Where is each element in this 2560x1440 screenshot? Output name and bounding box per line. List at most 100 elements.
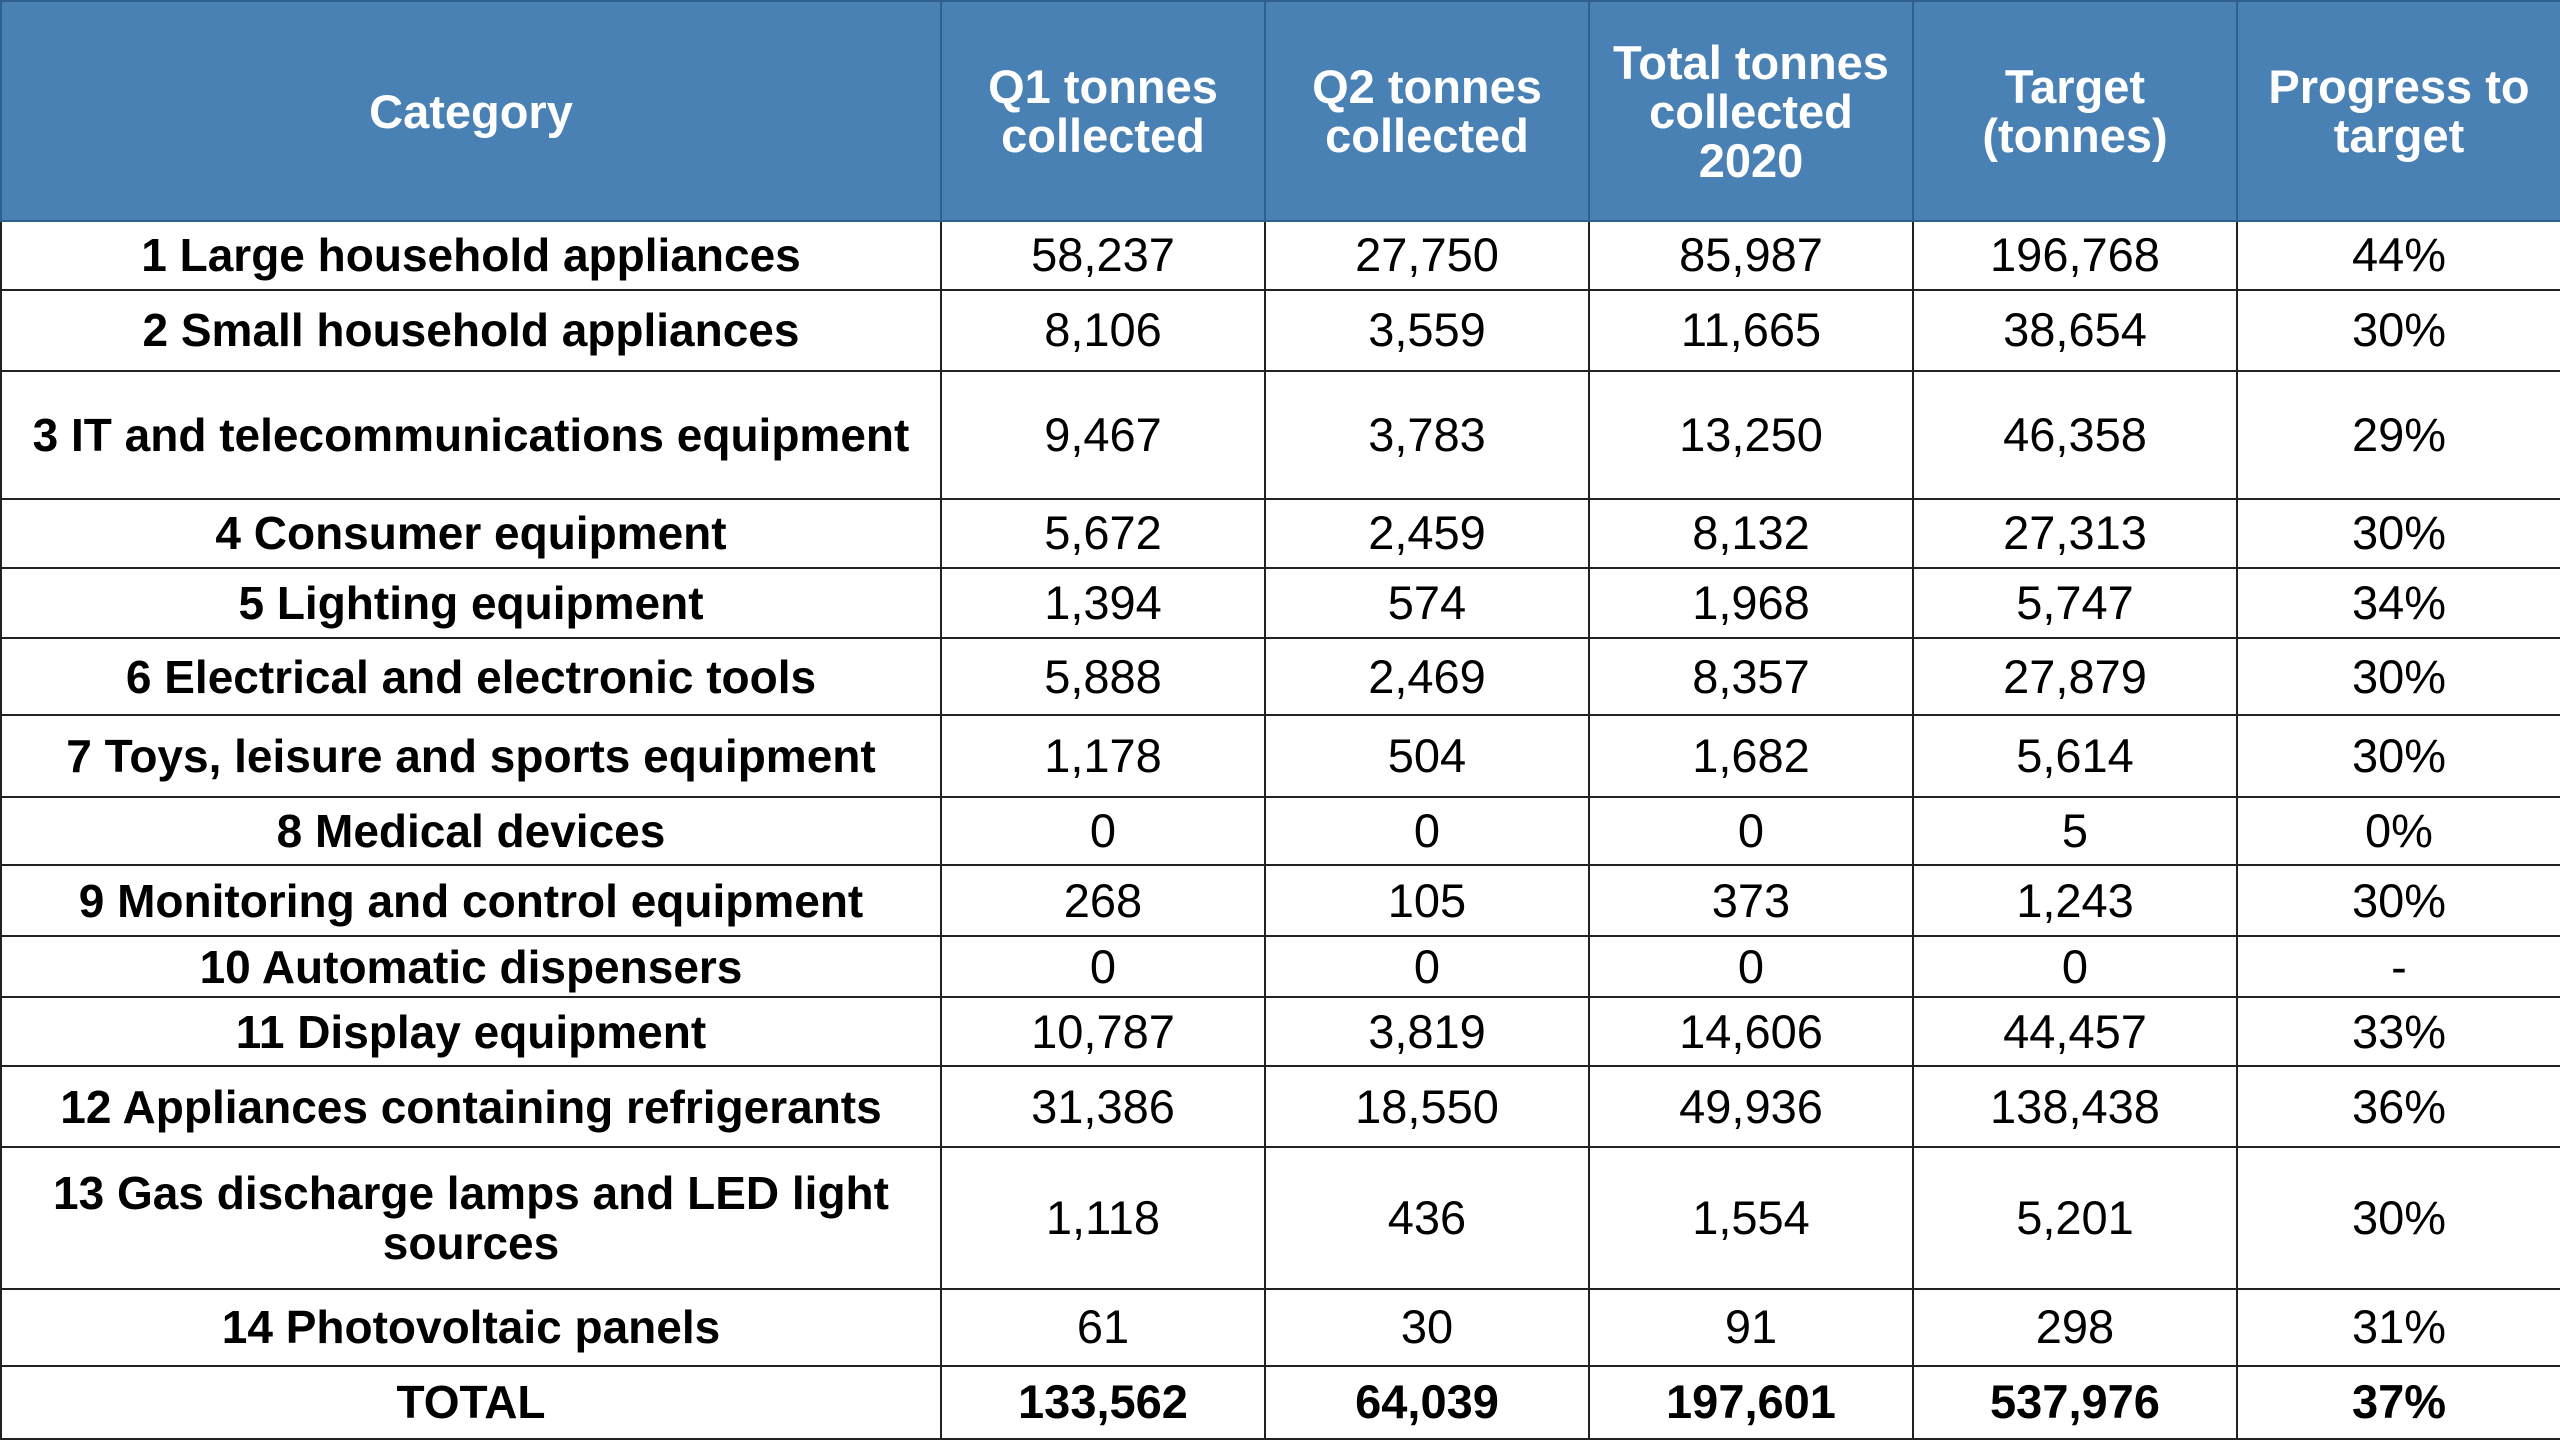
- category-cell: 2 Small household appliances: [0, 288, 942, 372]
- target-cell: 0: [1912, 935, 2238, 999]
- category-cell: 3 IT and telecommunications equipment: [0, 369, 942, 500]
- category-cell: 8 Medical devices: [0, 795, 942, 867]
- total-cell: 13,250: [1588, 369, 1914, 500]
- q2-cell: 30: [1264, 1287, 1590, 1367]
- q1-cell: 8,106: [940, 288, 1266, 372]
- target-cell: 5: [1912, 795, 2238, 867]
- target-cell: 5,747: [1912, 566, 2238, 640]
- table-row: 14 Photovoltaic panels 61 30 91 298 31%: [0, 1287, 2560, 1367]
- table-row: 4 Consumer equipment 5,672 2,459 8,132 2…: [0, 497, 2560, 569]
- total-cell: 373: [1588, 864, 1914, 938]
- table-row: 5 Lighting equipment 1,394 574 1,968 5,7…: [0, 566, 2560, 640]
- progress-cell: 30%: [2236, 1146, 2560, 1290]
- total-cell: 8,357: [1588, 637, 1914, 717]
- total-q2-cell: 64,039: [1264, 1364, 1590, 1440]
- target-cell: 138,438: [1912, 1064, 2238, 1149]
- total-cell: 11,665: [1588, 288, 1914, 372]
- q2-cell: 3,559: [1264, 288, 1590, 372]
- target-cell: 298: [1912, 1287, 2238, 1367]
- q1-cell: 1,118: [940, 1146, 1266, 1290]
- category-cell: 12 Appliances containing refrigerants: [0, 1064, 942, 1149]
- q1-cell: 0: [940, 795, 1266, 867]
- q2-cell: 18,550: [1264, 1064, 1590, 1149]
- total-cell: 1,554: [1588, 1146, 1914, 1290]
- table-row: 2 Small household appliances 8,106 3,559…: [0, 288, 2560, 372]
- total-cell: 1,682: [1588, 714, 1914, 798]
- progress-cell: 33%: [2236, 996, 2560, 1067]
- q2-cell: 27,750: [1264, 220, 1590, 291]
- target-cell: 44,457: [1912, 996, 2238, 1067]
- target-cell: 46,358: [1912, 369, 2238, 500]
- q2-cell: 436: [1264, 1146, 1590, 1290]
- q2-cell: 574: [1264, 566, 1590, 640]
- category-cell: 5 Lighting equipment: [0, 566, 942, 640]
- q1-cell: 5,672: [940, 497, 1266, 569]
- q2-cell: 3,819: [1264, 996, 1590, 1067]
- q2-cell: 2,459: [1264, 497, 1590, 569]
- total-cell: 8,132: [1588, 497, 1914, 569]
- column-header-q1: Q1 tonnes collected: [940, 0, 1266, 222]
- total-q1-cell: 133,562: [940, 1364, 1266, 1440]
- q1-cell: 9,467: [940, 369, 1266, 500]
- progress-cell: 30%: [2236, 288, 2560, 372]
- progress-cell: 29%: [2236, 369, 2560, 500]
- total-cell: 49,936: [1588, 1064, 1914, 1149]
- total-cell: 85,987: [1588, 220, 1914, 291]
- q1-cell: 1,394: [940, 566, 1266, 640]
- total-label-cell: TOTAL: [0, 1364, 942, 1440]
- q2-cell: 105: [1264, 864, 1590, 938]
- target-cell: 1,243: [1912, 864, 2238, 938]
- category-cell: 6 Electrical and electronic tools: [0, 637, 942, 717]
- q1-cell: 1,178: [940, 714, 1266, 798]
- table-row: 13 Gas discharge lamps and LED light sou…: [0, 1146, 2560, 1290]
- table-row: 7 Toys, leisure and sports equipment 1,1…: [0, 714, 2560, 798]
- category-cell: 4 Consumer equipment: [0, 497, 942, 569]
- q2-cell: 0: [1264, 935, 1590, 999]
- progress-cell: 30%: [2236, 637, 2560, 717]
- progress-cell: 36%: [2236, 1064, 2560, 1149]
- target-cell: 196,768: [1912, 220, 2238, 291]
- progress-cell: 44%: [2236, 220, 2560, 291]
- column-header-category: Category: [0, 0, 942, 222]
- column-header-total: Total tonnes collected 2020: [1588, 0, 1914, 222]
- q2-cell: 504: [1264, 714, 1590, 798]
- table-row: 3 IT and telecommunications equipment 9,…: [0, 369, 2560, 500]
- progress-cell: 0%: [2236, 795, 2560, 867]
- progress-cell: 30%: [2236, 714, 2560, 798]
- category-cell: 1 Large household appliances: [0, 220, 942, 291]
- progress-cell: 30%: [2236, 864, 2560, 938]
- table-row: 9 Monitoring and control equipment 268 1…: [0, 864, 2560, 938]
- table-row: 11 Display equipment 10,787 3,819 14,606…: [0, 996, 2560, 1067]
- total-total-cell: 197,601: [1588, 1364, 1914, 1440]
- q1-cell: 61: [940, 1287, 1266, 1367]
- target-cell: 27,313: [1912, 497, 2238, 569]
- category-cell: 9 Monitoring and control equipment: [0, 864, 942, 938]
- table-row: 10 Automatic dispensers 0 0 0 0 -: [0, 935, 2560, 999]
- total-row: TOTAL 133,562 64,039 197,601 537,976 37%: [0, 1364, 2560, 1440]
- total-cell: 91: [1588, 1287, 1914, 1367]
- target-cell: 27,879: [1912, 637, 2238, 717]
- total-target-cell: 537,976: [1912, 1364, 2238, 1440]
- q2-cell: 0: [1264, 795, 1590, 867]
- table-row: 6 Electrical and electronic tools 5,888 …: [0, 637, 2560, 717]
- table-row: 8 Medical devices 0 0 0 5 0%: [0, 795, 2560, 867]
- target-cell: 5,614: [1912, 714, 2238, 798]
- q1-cell: 0: [940, 935, 1266, 999]
- progress-cell: 30%: [2236, 497, 2560, 569]
- q1-cell: 31,386: [940, 1064, 1266, 1149]
- total-cell: 1,968: [1588, 566, 1914, 640]
- total-cell: 14,606: [1588, 996, 1914, 1067]
- column-header-progress: Progress to target: [2236, 0, 2560, 222]
- q2-cell: 3,783: [1264, 369, 1590, 500]
- table-row: 12 Appliances containing refrigerants 31…: [0, 1064, 2560, 1149]
- category-cell: 10 Automatic dispensers: [0, 935, 942, 999]
- q1-cell: 10,787: [940, 996, 1266, 1067]
- q1-cell: 5,888: [940, 637, 1266, 717]
- category-cell: 7 Toys, leisure and sports equipment: [0, 714, 942, 798]
- total-progress-cell: 37%: [2236, 1364, 2560, 1440]
- category-cell: 11 Display equipment: [0, 996, 942, 1067]
- target-cell: 38,654: [1912, 288, 2238, 372]
- q1-cell: 58,237: [940, 220, 1266, 291]
